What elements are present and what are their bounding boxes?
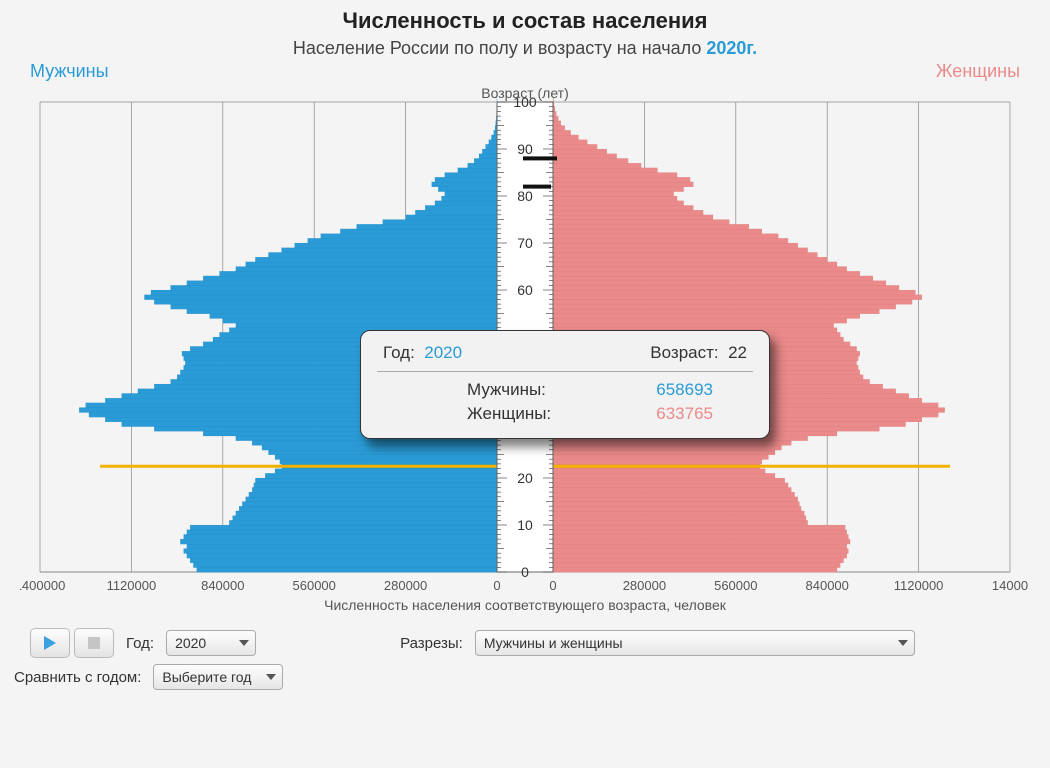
year-select[interactable]: 2020 (166, 630, 256, 656)
svg-text:840000: 840000 (201, 578, 244, 593)
chevron-down-icon (239, 640, 249, 646)
svg-text:14000: 14000 (992, 578, 1028, 593)
tooltip-age-value: 22 (728, 343, 747, 362)
svg-text:280000: 280000 (384, 578, 427, 593)
svg-text:0: 0 (549, 578, 556, 593)
year-select-value: 2020 (175, 635, 206, 651)
svg-text:20: 20 (517, 470, 533, 486)
compare-select-value: Выберите год (162, 669, 251, 685)
legend-female: Женщины (936, 61, 1020, 82)
svg-text:Численность населения соответс: Численность населения соответствующего в… (324, 597, 727, 613)
slice-select-value: Мужчины и женщины (484, 635, 623, 651)
svg-text:0: 0 (521, 564, 529, 580)
chevron-down-icon (898, 640, 908, 646)
tooltip-age-label: Возраст: (650, 343, 718, 362)
tooltip-female-label: Женщины: (467, 404, 551, 424)
compare-select-label: Сравнить с годом: (14, 669, 141, 686)
svg-text:10: 10 (517, 517, 533, 533)
population-pyramid-chart[interactable]: 0102030405060708090100Возраст (лет)14000… (20, 82, 1030, 622)
svg-text:Возраст (лет): Возраст (лет) (481, 85, 569, 101)
svg-text:60: 60 (517, 282, 533, 298)
subtitle-text: Население России по полу и возрасту на н… (293, 38, 706, 58)
chevron-down-icon (266, 674, 276, 680)
page-subtitle: Население России по полу и возрасту на н… (0, 38, 1050, 59)
tooltip-male-label: Мужчины: (467, 380, 546, 400)
tooltip-year-label: Год: (383, 343, 415, 362)
svg-text:560000: 560000 (293, 578, 336, 593)
page-title: Численность и состав населения (0, 8, 1050, 34)
svg-text:70: 70 (517, 235, 533, 251)
chart-tooltip: Год: 2020 Возраст: 22 Мужчины: 658693 Же… (360, 330, 770, 439)
compare-select[interactable]: Выберите год (153, 664, 283, 690)
year-select-label: Год: (126, 635, 154, 652)
legend-male: Мужчины (30, 61, 109, 82)
svg-text:560000: 560000 (714, 578, 757, 593)
tooltip-male-value: 658693 (656, 380, 713, 400)
svg-text:280000: 280000 (623, 578, 666, 593)
slice-select[interactable]: Мужчины и женщины (475, 630, 915, 656)
tooltip-female-value: 633765 (656, 404, 713, 424)
svg-text:1120000: 1120000 (894, 578, 944, 593)
subtitle-year: 2020г. (706, 38, 757, 58)
svg-text:840000: 840000 (806, 578, 849, 593)
slice-select-label: Разрезы: (400, 635, 463, 652)
svg-text:90: 90 (517, 141, 533, 157)
svg-text:1400000: 1400000 (20, 578, 65, 593)
svg-text:1120000: 1120000 (107, 578, 157, 593)
tooltip-year-value: 2020 (424, 343, 462, 362)
svg-text:0: 0 (493, 578, 500, 593)
play-button[interactable] (30, 628, 70, 658)
stop-button[interactable] (74, 628, 114, 658)
svg-text:80: 80 (517, 188, 533, 204)
